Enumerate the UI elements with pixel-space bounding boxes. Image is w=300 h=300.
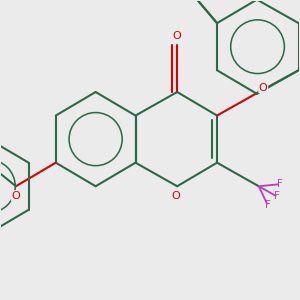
Text: O: O xyxy=(11,191,20,201)
Text: O: O xyxy=(171,191,180,201)
Text: O: O xyxy=(259,82,268,92)
Text: F: F xyxy=(265,200,271,210)
Text: O: O xyxy=(173,31,182,41)
Text: F: F xyxy=(277,179,282,189)
Text: F: F xyxy=(274,191,280,202)
